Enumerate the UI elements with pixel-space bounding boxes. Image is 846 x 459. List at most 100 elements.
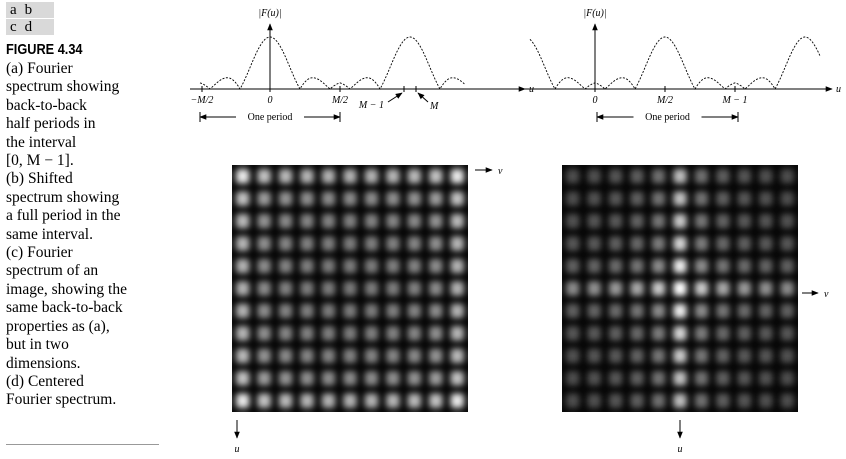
- tick-label: M/2: [656, 95, 673, 106]
- spectrum-blob: [407, 191, 422, 206]
- caption-line: spectrum showing: [6, 188, 120, 206]
- spectrum-blob: [587, 191, 601, 206]
- spectrum-blob: [450, 258, 464, 274]
- spectrum-blob: [566, 191, 580, 206]
- spectrum-blob: [257, 147, 270, 161]
- v-axis-label: v: [498, 166, 503, 177]
- spectrum-blob: [429, 258, 443, 274]
- spectrum-blob: [407, 169, 422, 184]
- spectrum-blob: [236, 213, 250, 229]
- spectrum-blob: [780, 281, 794, 296]
- spectrum-blob: [694, 348, 709, 364]
- spectrum-blob: [566, 169, 580, 184]
- spectrum-blob: [630, 213, 644, 229]
- spectrum-blob: [472, 304, 485, 318]
- spectrum-blob: [322, 416, 335, 430]
- spectrum-blob: [694, 213, 709, 229]
- spectrum-blob: [630, 258, 644, 274]
- spectrum-blob: [587, 281, 601, 296]
- figure-label: FIGURE 4.34: [6, 41, 83, 58]
- spectrum-blob: [278, 213, 293, 229]
- spectrum-blob: [566, 147, 579, 161]
- spectrum-blob: [343, 169, 357, 184]
- spectrum-blob: [737, 326, 752, 341]
- spectrum-blob: [343, 416, 356, 430]
- caption-line: spectrum showing: [6, 78, 120, 96]
- spectrum-blob: [695, 147, 708, 161]
- spectrum-blob: [716, 169, 730, 184]
- spectrum-blob: [472, 394, 485, 408]
- spectrum-blob: [300, 416, 313, 430]
- spectrum-blob: [429, 303, 443, 319]
- caption-line: (b) Shifted: [6, 170, 73, 188]
- spectrum-blob: [566, 371, 580, 386]
- spectrum-blob: [609, 147, 622, 161]
- caption-rule: [6, 444, 159, 445]
- spectrum-blob: [257, 371, 271, 386]
- spectrum-blob: [364, 393, 379, 408]
- spectrum-blob: [236, 236, 250, 251]
- spectrum-blob: [587, 147, 600, 161]
- caption-line: image, showing the: [6, 280, 127, 298]
- spectrum-blob: [716, 393, 730, 408]
- spectrum-blob: [759, 191, 773, 206]
- spectrum-blob: [429, 371, 443, 386]
- spectrum-blob: [694, 303, 709, 319]
- spectrum-blob: [450, 326, 464, 341]
- spectrum-blob: [695, 416, 708, 430]
- spectrum-blob: [236, 326, 250, 341]
- spectrum-blob: [364, 213, 379, 229]
- spectrum-blob: [300, 236, 314, 251]
- spectrum-blob: [608, 303, 623, 319]
- spectrum-blob: [343, 213, 357, 229]
- spectrum-blob: [450, 236, 464, 251]
- spectrum-blob: [759, 326, 773, 341]
- spectrum-blob: [566, 213, 580, 229]
- spectrum-blob: [321, 303, 336, 319]
- panel-letter: d: [24, 19, 35, 35]
- spectrum-blob: [694, 258, 709, 274]
- spectrum-blob: [365, 416, 378, 430]
- spectrum-blob: [257, 416, 270, 430]
- spectrum-blob: [630, 416, 643, 430]
- spectrum-blob: [759, 371, 773, 386]
- spectrum-blob: [429, 147, 442, 161]
- spectrum-blob: [257, 326, 271, 341]
- spectrum-blob: [780, 213, 794, 229]
- spectrum-blob: [630, 303, 644, 319]
- spectrum-blob: [364, 326, 379, 341]
- spectrum-blob: [759, 236, 773, 251]
- spectrum-blob: [450, 191, 464, 206]
- spectrum-blob: [780, 393, 794, 408]
- panel-letter: a: [10, 2, 19, 18]
- caption: (a) Fourier spectrum showing back-to-back h…: [6, 60, 166, 410]
- spectrum-blob: [300, 191, 314, 206]
- spectrum-blob: [545, 169, 558, 183]
- spectrum-blob: [300, 258, 314, 274]
- spectrum-blob: [257, 393, 271, 408]
- spectrum-blob: [673, 371, 687, 386]
- spectrum-blob: [673, 191, 687, 206]
- spectrum-blob: [278, 281, 293, 296]
- spectrum-blob: [236, 147, 249, 161]
- spectrum-blob: [545, 371, 558, 385]
- spectrum-blob: [587, 416, 600, 430]
- spectrum-blob: [407, 236, 422, 251]
- spectrum-blob: [651, 191, 666, 206]
- spectrum-blob: [215, 214, 228, 228]
- spectrum-blob: [257, 169, 271, 184]
- spectrum-blob: [673, 258, 687, 274]
- spectrum-blob: [608, 393, 623, 408]
- spectrum-blob: [321, 393, 336, 408]
- spectrum-blob: [630, 191, 644, 206]
- spectrum-blob: [278, 258, 293, 274]
- spectrum-blob: [694, 169, 709, 184]
- spectrum-blob: [759, 348, 773, 364]
- caption-line: but in two: [6, 336, 69, 354]
- spectrum-blob: [278, 371, 293, 386]
- spectrum-blob: [364, 303, 379, 319]
- spectrum-blob: [759, 147, 772, 161]
- spectrum-blob: [694, 371, 709, 386]
- spectrum-blob: [343, 326, 357, 341]
- spectrum-blob: [343, 281, 357, 296]
